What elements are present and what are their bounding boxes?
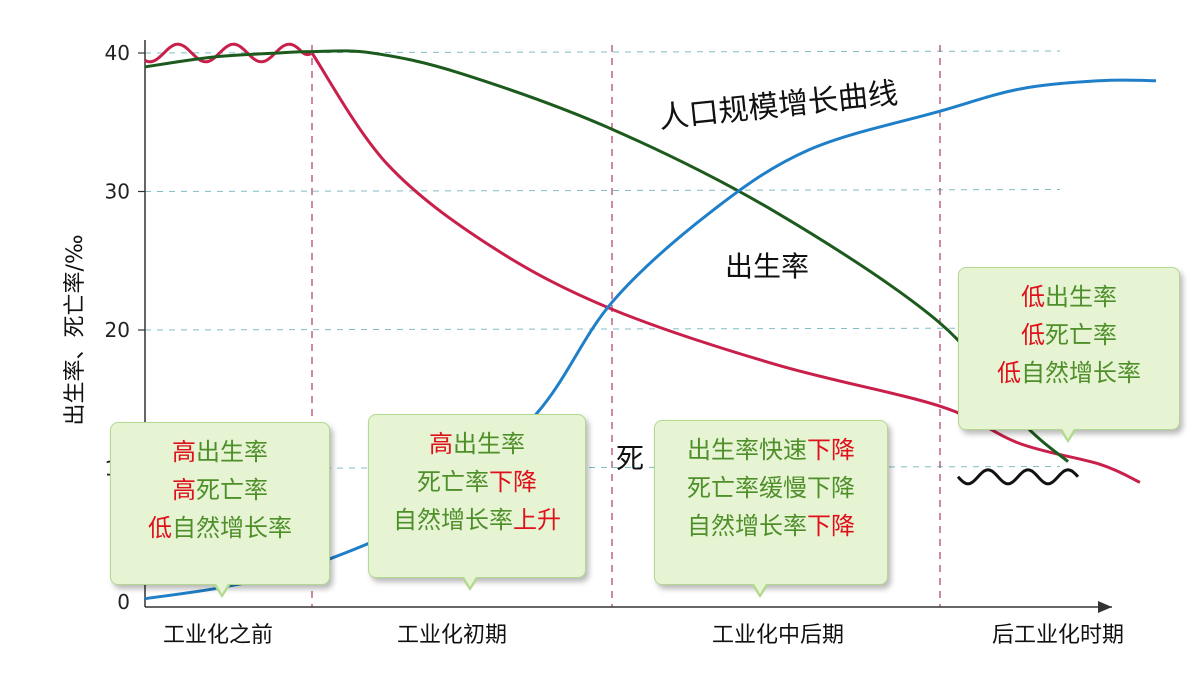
callout-highlight: 高 bbox=[172, 476, 196, 504]
callout-text: 出生率 bbox=[1045, 283, 1117, 311]
death-rate-curve bbox=[310, 52, 1141, 484]
x-axis-arrow bbox=[1098, 601, 1112, 613]
gridline-20 bbox=[144, 327, 1061, 331]
callout-highlight: 低 bbox=[148, 514, 172, 542]
gridline-30 bbox=[144, 189, 1061, 192]
x-category-4: 后工业化时期 bbox=[992, 623, 1124, 648]
callout-early-industrial: 高出生率 死亡率下降 自然增长率上升 bbox=[368, 414, 586, 591]
x-category-2: 工业化初期 bbox=[397, 623, 507, 648]
callout-line: 低自然增长率 bbox=[111, 509, 329, 547]
callout-line: 高死亡率 bbox=[111, 471, 329, 509]
gridline-40 bbox=[144, 50, 1061, 54]
callout-line: 高出生率 bbox=[369, 425, 585, 463]
callout-highlight: 低 bbox=[1021, 321, 1045, 349]
callout-text: 死亡率缓慢下降 bbox=[687, 474, 855, 502]
population-curve-label: 人口规模增长曲线 bbox=[657, 76, 899, 136]
callout-line: 自然增长率上升 bbox=[369, 501, 585, 539]
callout-highlight: 低 bbox=[1021, 283, 1045, 311]
callout-tail bbox=[461, 575, 479, 591]
death-rate-wave bbox=[144, 42, 312, 64]
y-axis-label: 出生率、死亡率/‰ bbox=[63, 235, 88, 426]
callout-text: 死亡率 bbox=[1045, 321, 1117, 349]
callout-highlight: 下降 bbox=[489, 468, 537, 496]
callout-text: 自然增长率 bbox=[393, 506, 513, 534]
callout-text: 死亡率 bbox=[417, 468, 489, 496]
callout-pre-industrial: 高出生率 高死亡率 低自然增长率 bbox=[110, 422, 330, 598]
callout-highlight: 低 bbox=[997, 359, 1021, 387]
y-tick-20: 20 bbox=[105, 318, 130, 342]
callout-tail bbox=[213, 582, 231, 598]
birth-rate-curve bbox=[144, 49, 1069, 463]
callout-line: 死亡率缓慢下降 bbox=[655, 469, 887, 507]
callout-text: 自然增长率 bbox=[172, 514, 292, 542]
callout-line: 自然增长率下降 bbox=[655, 507, 887, 545]
callout-line: 高出生率 bbox=[111, 433, 329, 471]
x-category-1: 工业化之前 bbox=[163, 623, 273, 648]
callout-text: 死亡率 bbox=[196, 476, 268, 504]
callout-post-industrial: 低出生率 低死亡率 低自然增长率 bbox=[958, 267, 1180, 443]
grid-lines bbox=[144, 50, 1061, 469]
callout-line: 出生率快速下降 bbox=[655, 431, 887, 469]
callout-mid-late-industrial: 出生率快速下降 死亡率缓慢下降 自然增长率下降 bbox=[654, 420, 888, 598]
callout-line: 死亡率下降 bbox=[369, 463, 585, 501]
callout-highlight: 高 bbox=[429, 430, 453, 458]
death-rate-label: 死 bbox=[616, 442, 644, 475]
callout-text: 出生率快速 bbox=[687, 436, 807, 464]
callout-highlight: 下降 bbox=[807, 512, 855, 540]
callout-text: 自然增长率 bbox=[687, 512, 807, 540]
x-category-3: 工业化中后期 bbox=[712, 623, 844, 648]
callout-highlight: 高 bbox=[172, 438, 196, 466]
callout-highlight: 上升 bbox=[513, 506, 561, 534]
birth-rate-wave bbox=[956, 468, 1080, 486]
gridline-10 bbox=[144, 466, 1061, 469]
callout-tail bbox=[1059, 427, 1077, 443]
y-tick-40: 40 bbox=[105, 41, 130, 65]
callout-line: 低自然增长率 bbox=[959, 354, 1179, 392]
y-tick-0: 0 bbox=[117, 590, 130, 614]
callout-line: 低出生率 bbox=[959, 278, 1179, 316]
callout-tail bbox=[751, 582, 769, 598]
y-tick-30: 30 bbox=[105, 180, 130, 204]
callout-text: 出生率 bbox=[196, 438, 268, 466]
birth-rate-label: 出生率 bbox=[725, 250, 809, 283]
callout-line: 低死亡率 bbox=[959, 316, 1179, 354]
callout-text: 出生率 bbox=[453, 430, 525, 458]
callout-highlight: 下降 bbox=[807, 436, 855, 464]
callout-text: 自然增长率 bbox=[1021, 359, 1141, 387]
